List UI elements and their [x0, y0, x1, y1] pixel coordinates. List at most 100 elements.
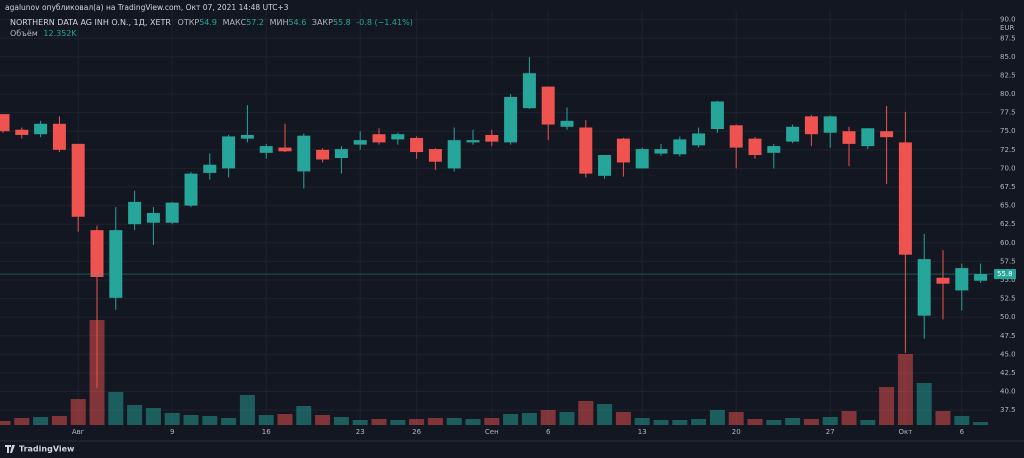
- candle-body: [748, 138, 762, 156]
- x-tick-label: 16: [262, 428, 271, 436]
- symbol-title: NORTHERN DATA AG INH O.N., 1Д, XETR: [10, 18, 171, 27]
- volume-bar: [822, 417, 838, 425]
- last-price-label: 55.8: [997, 270, 1013, 278]
- volume-bar: [33, 417, 49, 425]
- candle-body: [259, 146, 273, 153]
- candle-body: [146, 213, 160, 223]
- volume-bar: [860, 419, 876, 425]
- volume-bar: [127, 405, 143, 425]
- volume-bar: [145, 407, 161, 425]
- legend-value: 55.8: [333, 18, 351, 27]
- volume-bar: [202, 415, 218, 425]
- y-tick-label: 60.0: [1000, 239, 1016, 247]
- candle-body: [165, 202, 179, 223]
- y-tick-label: 72.5: [1000, 146, 1016, 154]
- candle-body: [128, 201, 142, 225]
- y-tick-label: 57.5: [1000, 257, 1016, 265]
- x-tick-label: 9: [170, 428, 174, 436]
- volume-bar: [465, 419, 481, 425]
- candle-body: [240, 134, 254, 139]
- volume-value: 12.352K: [43, 29, 77, 38]
- candle-body: [278, 147, 292, 152]
- legend-value: 54.9: [199, 18, 217, 27]
- volume-bar: [766, 419, 782, 425]
- x-tick-label: 6: [960, 428, 965, 436]
- y-tick-label: 70.0: [1000, 164, 1016, 172]
- volume-bar: [954, 415, 970, 425]
- y-tick-label: 80.0: [1000, 90, 1016, 98]
- y-tick-label: 75.0: [1000, 127, 1016, 135]
- y-tick-label: 62.5: [1000, 220, 1016, 228]
- y-tick-label: 82.5: [1000, 71, 1016, 79]
- candle-body: [90, 230, 104, 277]
- volume-bar: [70, 399, 86, 425]
- x-tick-label: 23: [356, 428, 365, 436]
- publisher-header: agalunov опубликовал(а) на TradingView.c…: [5, 3, 289, 12]
- candle-body: [297, 135, 311, 172]
- candle-body: [917, 259, 931, 316]
- candle-body: [447, 140, 461, 169]
- candle-body: [974, 274, 988, 281]
- volume-bar: [390, 419, 406, 425]
- y-tick-label: 45.0: [1000, 350, 1016, 358]
- footer-logo: [5, 445, 15, 453]
- volume-bar: [371, 419, 387, 425]
- x-tick-label: Авг: [72, 428, 85, 436]
- x-tick-label: 13: [638, 428, 647, 436]
- legend-label: ОТКР: [178, 18, 200, 27]
- candle-body: [372, 134, 386, 143]
- currency: EUR: [1000, 24, 1015, 32]
- x-tick-label: Сен: [485, 428, 499, 436]
- candle-body: [34, 123, 48, 135]
- candle-body: [428, 149, 442, 162]
- volume-bar: [615, 412, 631, 425]
- x-tick-label: 20: [732, 428, 741, 436]
- volume-bar: [916, 383, 932, 425]
- candle-body: [522, 73, 536, 109]
- candle-body: [15, 129, 29, 135]
- volume-bar: [108, 391, 124, 425]
- legend-label: МИН: [270, 18, 289, 27]
- legend-label: МАКС: [223, 18, 247, 27]
- legend-value: 57.2: [246, 18, 264, 27]
- x-tick-label: 6: [546, 428, 551, 436]
- volume-bar: [258, 414, 274, 425]
- y-tick-label: 50.0: [1000, 313, 1016, 321]
- candle-body: [823, 116, 837, 133]
- x-tick-label: 27: [826, 428, 835, 436]
- candle-body: [692, 133, 706, 146]
- volume-bar: [841, 411, 857, 425]
- candle-body: [654, 149, 668, 154]
- volume-bar: [0, 420, 11, 425]
- y-tick-label: 42.5: [1000, 369, 1016, 377]
- candle-body: [353, 140, 367, 145]
- candle-body: [898, 142, 912, 255]
- candle-body: [710, 101, 724, 129]
- candle-body: [786, 126, 800, 142]
- volume-bar: [51, 415, 67, 425]
- candle-body: [861, 128, 875, 147]
- candle-body: [485, 134, 499, 142]
- candle-body: [222, 136, 236, 169]
- x-tick-label: 26: [412, 428, 421, 436]
- volume-label: Объём: [10, 29, 38, 38]
- candle-body: [410, 137, 424, 153]
- volume-bar: [14, 418, 30, 425]
- plot-area: [0, 10, 993, 425]
- footer-brand: TradingView: [19, 445, 75, 454]
- volume-bar: [540, 409, 556, 425]
- volume-legend: Объём 12.352K: [10, 29, 77, 38]
- volume-bar: [897, 353, 913, 425]
- candle-body: [955, 268, 969, 291]
- candle-body: [560, 120, 574, 127]
- legend-line: NORTHERN DATA AG INH O.N., 1Д, XETR ОТКР…: [10, 18, 413, 27]
- volume-bar: [503, 413, 519, 425]
- volume-bar: [597, 403, 613, 425]
- candle-body: [635, 149, 649, 169]
- y-tick-label: 67.5: [1000, 183, 1016, 191]
- volume-bar: [785, 418, 801, 425]
- candle-body: [880, 131, 894, 138]
- candle-body: [729, 125, 743, 148]
